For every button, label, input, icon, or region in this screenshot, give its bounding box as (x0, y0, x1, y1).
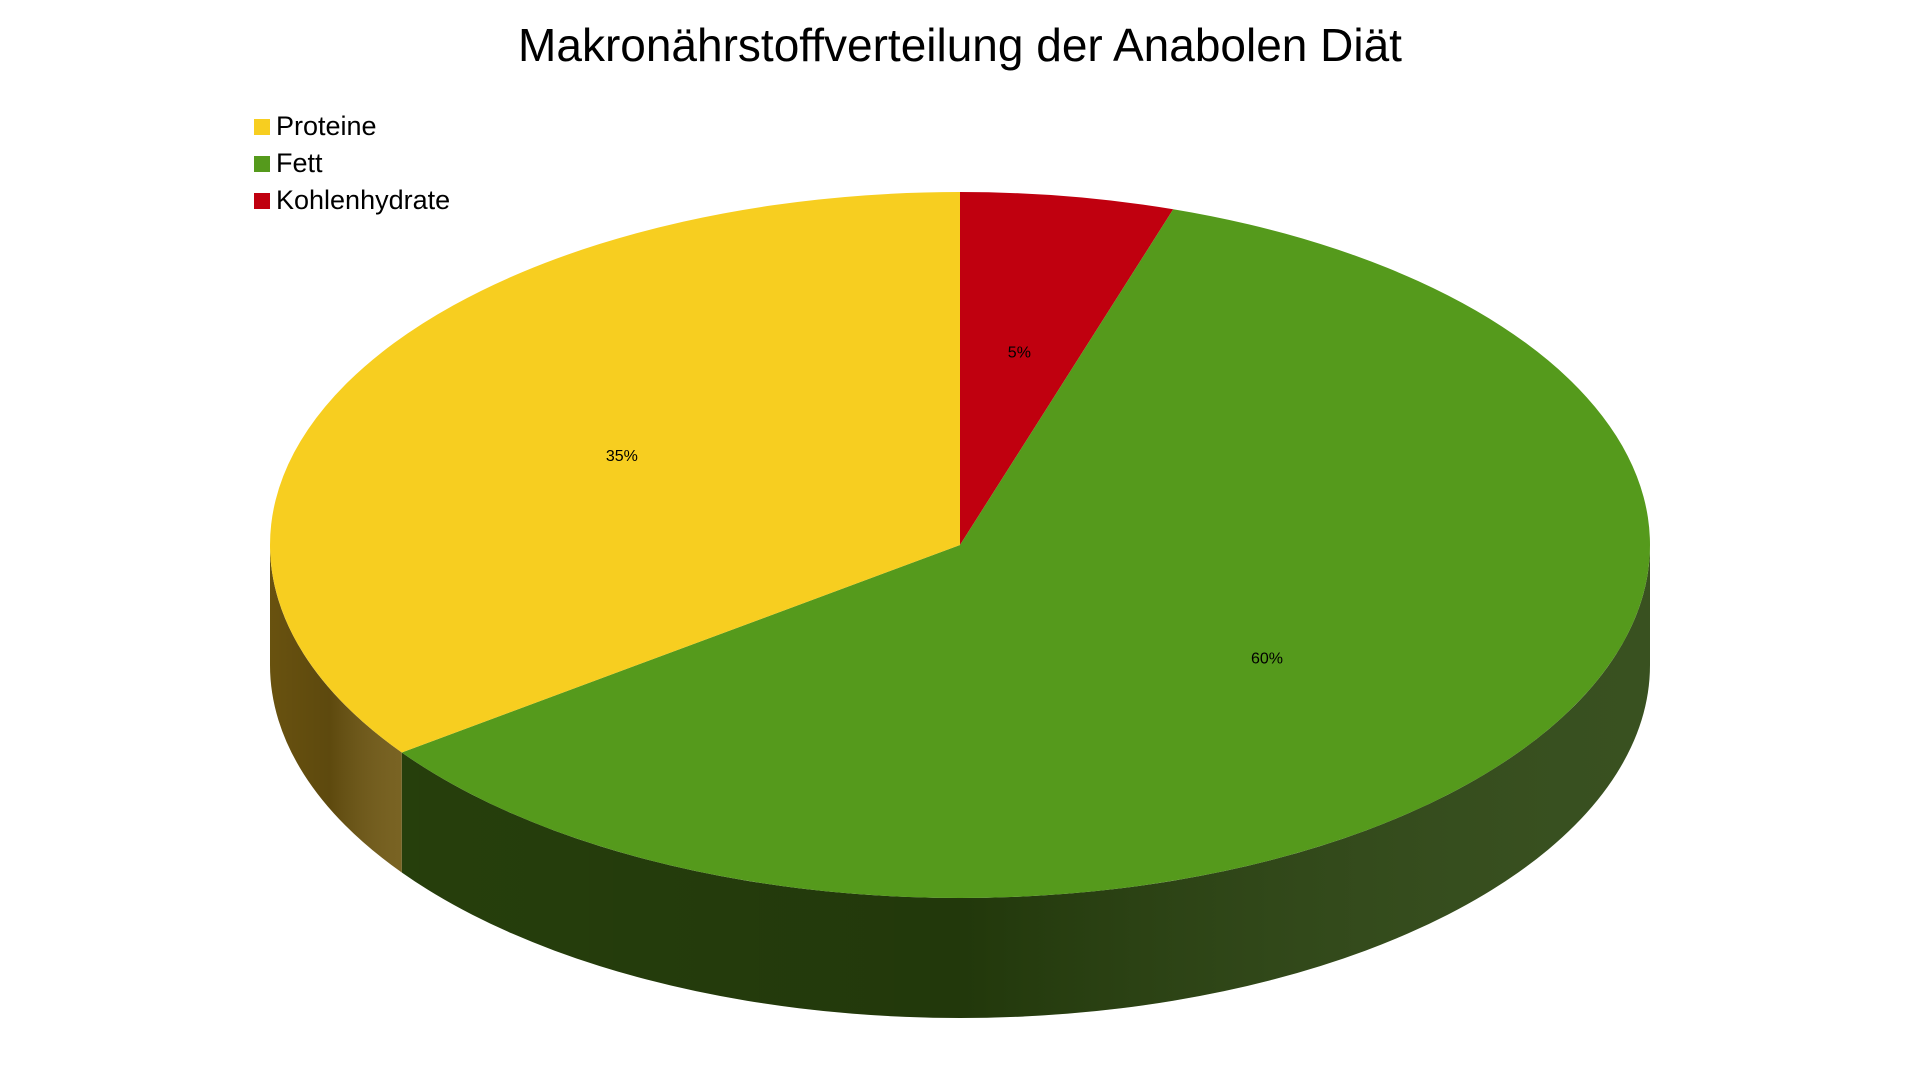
pie-slice-kohlenhydrate (960, 192, 1174, 545)
legend-swatch (254, 118, 270, 135)
chart-title: Makronährstoffverteilung der Anabolen Di… (518, 19, 1402, 71)
data-label-kohlenhydrate: 5% (1008, 344, 1031, 361)
legend-swatch (254, 155, 270, 172)
pie-side-shade (401, 545, 1650, 1019)
legend-label: Kohlenhydrate (276, 185, 451, 215)
data-label-proteine: 35% (606, 448, 638, 465)
legend-item-kohlenhydrate: Kohlenhydrate (254, 182, 450, 219)
data-label-fett: 60% (1251, 650, 1283, 667)
legend-label: Fett (276, 148, 323, 178)
pie-side-shade (270, 545, 402, 873)
legend-label: Proteine (276, 111, 377, 141)
legend-item-proteine: Proteine (254, 108, 450, 145)
pie-sides (270, 545, 1650, 1019)
legend-swatch (254, 192, 270, 209)
legend: Proteine Fett Kohlenhydrate (254, 108, 450, 219)
pie-labels: 5% 60% 35% (606, 344, 1283, 667)
pie-slice-fett (401, 209, 1651, 899)
pie-slice-proteine (269, 192, 961, 753)
legend-item-fett: Fett (254, 145, 450, 182)
pie-tops (269, 192, 1651, 899)
